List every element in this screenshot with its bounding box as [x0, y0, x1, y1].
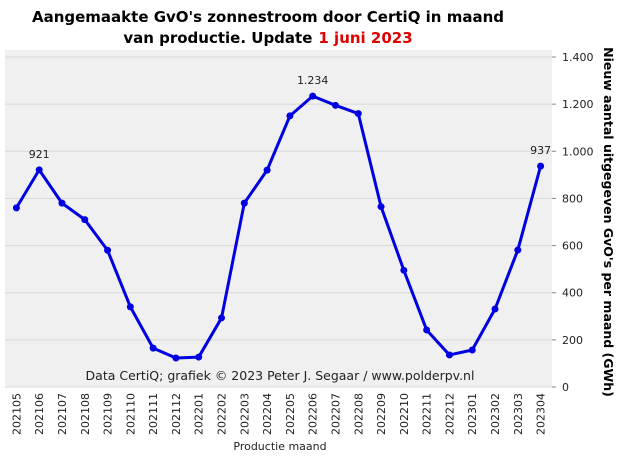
- chart-title: van productie. Update 1 juni 2023: [123, 29, 412, 47]
- point: [263, 166, 271, 174]
- data-label: 1.234: [297, 74, 329, 87]
- chart-title: Aangemaakte GvO's zonnestroom door Certi…: [32, 8, 504, 26]
- point: [104, 246, 112, 254]
- x-tick-label: 202112: [170, 393, 183, 435]
- x-tick-label: 202209: [375, 393, 388, 435]
- x-tick-label: 202106: [33, 393, 46, 435]
- x-tick-label: 202212: [443, 393, 456, 435]
- point: [58, 199, 66, 207]
- point: [12, 204, 20, 212]
- point: [172, 354, 180, 362]
- point: [445, 351, 453, 359]
- y-tick-label: 1.200: [562, 98, 594, 111]
- y-tick-label: 1.400: [562, 51, 594, 64]
- x-tick-label: 202201: [193, 393, 206, 435]
- point: [514, 246, 522, 254]
- point: [354, 110, 362, 118]
- title-line: van productie. Update: [123, 29, 312, 47]
- x-tick-label: 202109: [102, 393, 115, 435]
- point: [423, 326, 431, 334]
- x-tick-label: 202203: [238, 393, 251, 435]
- marks: [12, 92, 545, 362]
- y-tick-label: 800: [562, 192, 583, 205]
- point: [468, 346, 476, 354]
- point: [400, 266, 408, 274]
- point: [286, 112, 294, 120]
- point: [149, 344, 157, 352]
- point: [491, 305, 499, 313]
- x-tick-label: 202204: [261, 393, 274, 435]
- point: [537, 162, 545, 170]
- plot-area: [5, 50, 552, 387]
- y-tick-label: 1.000: [562, 145, 594, 158]
- x-tick-label: 202206: [307, 393, 320, 435]
- x-tick-label: 202108: [79, 393, 92, 435]
- y-tick-label: 200: [562, 334, 583, 347]
- point: [126, 303, 134, 311]
- data-label: 921: [29, 148, 50, 161]
- line: [15, 94, 543, 360]
- x-axis-label: Productie maand: [233, 440, 326, 453]
- x-tick-label: 202303: [512, 393, 525, 435]
- annotation: Data CertiQ; grafiek © 2023 Peter J. Seg…: [86, 368, 475, 383]
- x-tick-label: 202207: [329, 393, 342, 435]
- point: [195, 353, 203, 361]
- x-tick-label: 202202: [216, 393, 229, 435]
- x-tick-label: 202205: [284, 393, 297, 435]
- point: [331, 101, 339, 109]
- x-tick-label: 202304: [535, 393, 548, 435]
- point: [240, 199, 248, 207]
- x-tick-label: 202211: [421, 393, 434, 435]
- point: [377, 203, 385, 211]
- point: [218, 314, 226, 322]
- point: [81, 216, 89, 224]
- x-tick-label: 202105: [10, 393, 23, 435]
- y-tick-label: 600: [562, 240, 583, 253]
- y-axis-label: Nieuw aantal uitgegeven GvO's per maand …: [601, 47, 616, 397]
- x-tick-label: 202208: [352, 393, 365, 435]
- x-tick-label: 202111: [147, 393, 160, 435]
- grid: [5, 56, 552, 388]
- x-tick-label: 202107: [56, 393, 69, 435]
- point: [309, 92, 317, 100]
- x-tick-label: 202301: [466, 393, 479, 435]
- x-tick-label: 202302: [489, 393, 502, 435]
- point: [35, 166, 43, 174]
- title-date: 1 juni 2023: [318, 29, 412, 47]
- x-tick-label: 202110: [124, 393, 137, 435]
- y-tick-label: 400: [562, 287, 583, 300]
- y-tick-label: 0: [562, 381, 569, 394]
- data-label: 937: [530, 144, 551, 157]
- x-tick-label: 202210: [398, 393, 411, 435]
